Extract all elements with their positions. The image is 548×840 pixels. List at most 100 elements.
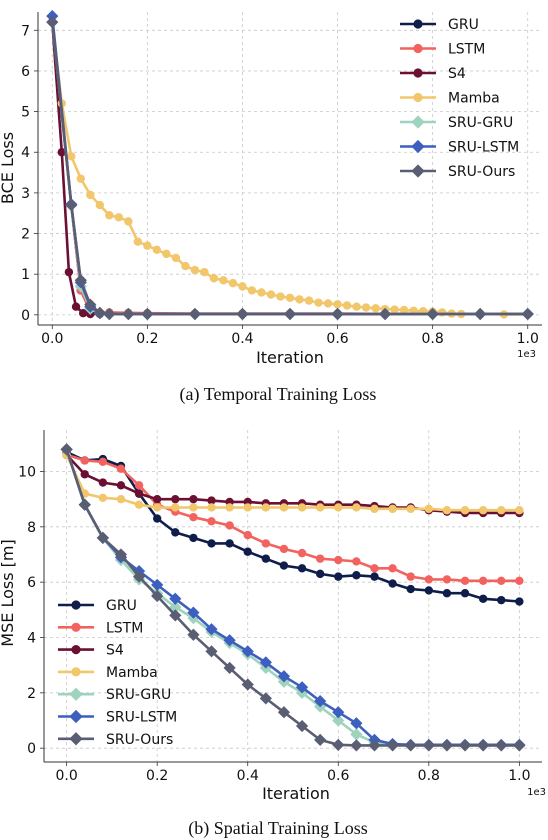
data-point	[205, 645, 218, 658]
data-point	[478, 594, 488, 603]
data-point	[46, 16, 59, 29]
data-point	[152, 503, 162, 512]
data-point	[315, 554, 325, 563]
legend-marker	[69, 732, 83, 746]
data-point	[368, 739, 381, 752]
data-point	[458, 739, 472, 752]
legend-marker	[71, 667, 81, 677]
data-point	[236, 307, 249, 321]
legend: GRU LSTM S4 Mamba SRU-GRU SRU-LSTM SRU-Ours	[400, 17, 519, 180]
series-line	[66, 453, 520, 583]
legend-label: S4	[448, 66, 466, 82]
data-point	[96, 531, 109, 544]
y-tick-label: 6	[21, 64, 30, 80]
data-point	[134, 489, 144, 498]
series-sru-ours	[60, 443, 526, 752]
legend-item: GRU	[400, 17, 479, 33]
data-point	[152, 514, 162, 523]
data-point	[477, 739, 490, 752]
data-point	[315, 503, 325, 512]
data-point	[424, 586, 434, 595]
data-point	[478, 576, 488, 585]
data-point	[304, 296, 314, 305]
legend-item: LSTM	[58, 620, 143, 636]
data-point	[188, 307, 201, 321]
data-point	[223, 661, 236, 675]
data-point	[225, 539, 234, 548]
data-point	[388, 579, 397, 588]
data-point	[84, 298, 97, 311]
data-point	[171, 503, 180, 512]
x-tick-label: 0.4	[231, 331, 253, 347]
x-tick-label: 0.0	[41, 331, 63, 347]
y-axis-label: BCE Loss	[0, 132, 17, 204]
data-point	[515, 576, 524, 585]
data-point	[133, 237, 143, 246]
data-point	[404, 739, 417, 752]
legend-item: Mamba	[58, 665, 158, 681]
data-point	[276, 292, 285, 301]
data-point	[114, 213, 124, 222]
legend-marker	[71, 645, 81, 655]
data-point	[187, 606, 200, 619]
series-mamba	[48, 17, 532, 319]
data-point	[513, 739, 526, 752]
data-point	[116, 481, 126, 490]
series-sru-ours	[46, 16, 534, 321]
legend-item: SRU-GRU	[58, 687, 171, 703]
data-point	[98, 457, 108, 467]
y-tick-label: 3	[21, 186, 30, 202]
data-point	[169, 592, 182, 605]
data-point	[171, 494, 180, 504]
legend-marker	[413, 19, 423, 29]
data-point	[331, 307, 344, 321]
data-point	[295, 295, 304, 304]
data-point	[424, 504, 434, 514]
data-point	[399, 305, 409, 315]
y-tick-label: 5	[21, 105, 30, 121]
data-point	[225, 503, 234, 512]
legend-item: SRU-LSTM	[400, 140, 519, 156]
data-point	[124, 217, 133, 226]
data-point	[295, 681, 309, 694]
legend-marker	[71, 622, 81, 632]
data-point	[266, 290, 276, 299]
data-point	[332, 738, 345, 751]
data-point	[332, 714, 345, 727]
data-point	[209, 274, 219, 283]
data-point	[406, 584, 415, 594]
data-point	[205, 623, 218, 636]
data-point	[333, 300, 342, 309]
data-point	[134, 500, 144, 509]
data-point	[223, 634, 236, 647]
y-tick-label: 2	[27, 686, 36, 702]
legend-label: SRU-GRU	[106, 687, 171, 703]
data-point	[352, 557, 361, 566]
legend-item: LSTM	[400, 42, 485, 58]
legend-label: LSTM	[106, 620, 143, 636]
data-point	[98, 478, 108, 487]
data-point	[171, 253, 181, 263]
data-point	[323, 299, 333, 308]
legend-item: GRU	[58, 598, 137, 614]
x-axis-exponent: 1e3	[517, 349, 536, 360]
y-tick-label: 4	[27, 631, 36, 647]
data-point	[478, 506, 488, 515]
x-axis-exponent: 1e3	[527, 787, 546, 798]
x-axis-label: Iteration	[262, 784, 330, 803]
data-point	[386, 739, 399, 752]
legend-label: LSTM	[448, 42, 485, 58]
legend-marker	[69, 687, 83, 701]
caption: (b) Spatial Training Loss	[188, 818, 368, 839]
data-point	[78, 498, 91, 511]
data-point	[207, 517, 216, 526]
data-point	[285, 293, 295, 302]
legend-item: SRU-Ours	[58, 732, 173, 748]
data-point	[86, 190, 95, 200]
data-point	[261, 539, 271, 548]
data-point	[442, 575, 452, 584]
data-point	[352, 571, 361, 580]
legend-marker	[411, 115, 425, 129]
data-point	[116, 464, 126, 473]
